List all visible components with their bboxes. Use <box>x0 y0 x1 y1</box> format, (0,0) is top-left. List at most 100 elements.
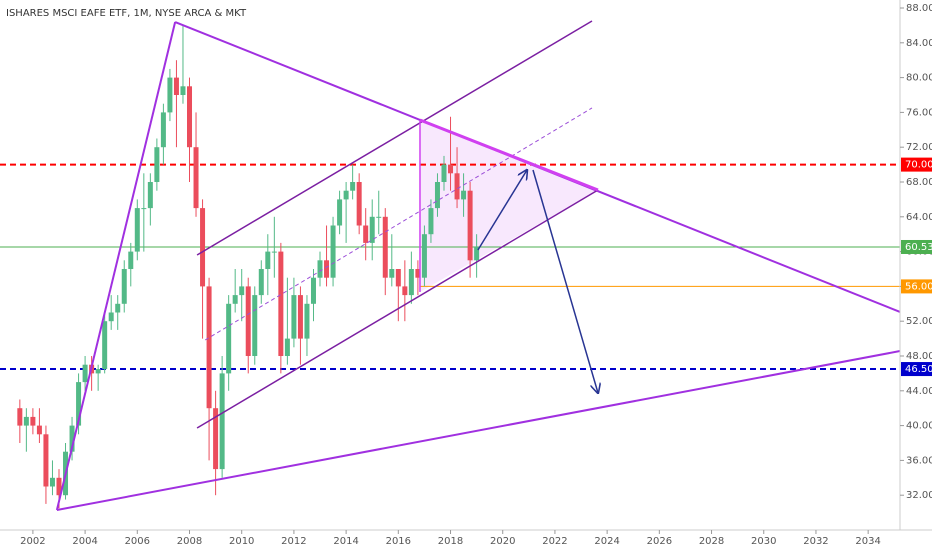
candle-body <box>363 225 369 243</box>
candle-body <box>389 269 395 278</box>
candle-body <box>76 382 82 426</box>
candle-body <box>265 251 271 270</box>
candle-body <box>467 190 473 261</box>
trend-line <box>204 107 593 341</box>
x-tick-label: 2032 <box>803 536 828 547</box>
candle-body <box>180 86 186 96</box>
candle-body <box>232 295 238 304</box>
candle-body <box>428 208 434 235</box>
candle-body <box>271 251 277 253</box>
candle-body <box>441 164 447 183</box>
candle-body <box>102 321 108 370</box>
candle-body <box>304 303 310 339</box>
x-tick-label: 2012 <box>281 536 306 547</box>
candle-body <box>147 182 153 209</box>
candle-body <box>56 477 62 496</box>
candle-body <box>49 477 55 487</box>
candle-body <box>291 295 297 339</box>
candle-body <box>415 269 421 278</box>
trend-line <box>196 189 599 429</box>
candle-body <box>43 434 49 487</box>
y-tick-label: 44.00 <box>906 386 932 397</box>
candle-body <box>324 260 330 278</box>
x-tick-label: 2008 <box>177 536 202 547</box>
y-tick-label: 36.00 <box>906 455 932 466</box>
candle-body <box>245 286 251 357</box>
candle-body <box>213 408 219 470</box>
candle-body <box>356 182 362 226</box>
candle-body <box>395 269 401 287</box>
y-tick-label: 84.00 <box>906 38 932 49</box>
candle-body <box>30 416 36 426</box>
trend-line <box>55 21 177 511</box>
candle-body <box>141 208 147 210</box>
candle-body <box>115 303 121 313</box>
y-tick-label: 88.00 <box>906 3 932 14</box>
candle-body <box>343 190 349 200</box>
candle-body <box>154 147 160 183</box>
y-tick-label: 52.00 <box>906 316 932 327</box>
candle-body <box>330 225 336 278</box>
x-tick-label: 2030 <box>751 536 776 547</box>
x-tick-label: 2034 <box>855 536 880 547</box>
y-tick-label: 64.00 <box>906 212 932 223</box>
y-tick-label: 76.00 <box>906 107 932 118</box>
candle-body <box>187 86 193 148</box>
x-tick-label: 2006 <box>125 536 150 547</box>
candle-body <box>108 312 114 322</box>
price-label-box <box>901 157 932 172</box>
candle-body <box>461 190 467 200</box>
candle-body <box>284 338 290 357</box>
candle-body <box>128 251 134 270</box>
y-tick-label: 40.00 <box>906 421 932 432</box>
candle-body <box>434 182 440 209</box>
candle-body <box>200 208 206 287</box>
arrow <box>532 169 598 393</box>
triangle-fill <box>420 120 598 292</box>
x-tick-label: 2018 <box>438 536 463 547</box>
axes: 32.0036.0040.0044.0048.0052.0056.0060.00… <box>20 3 932 547</box>
candle-body <box>258 269 264 296</box>
candle-body <box>448 164 454 174</box>
chart-title: ISHARES MSCI EAFE ETF, 1M, NYSE ARCA & M… <box>6 8 247 19</box>
candle-body <box>297 295 303 339</box>
candle-body <box>206 286 212 409</box>
candle-body <box>226 303 232 374</box>
x-tick-label: 2028 <box>699 536 724 547</box>
candle-body <box>219 373 225 470</box>
x-tick-label: 2022 <box>542 536 567 547</box>
price-label-box <box>901 362 932 377</box>
x-tick-label: 2004 <box>72 536 97 547</box>
candle-body <box>167 77 173 113</box>
x-tick-label: 2002 <box>20 536 45 547</box>
candle-body <box>239 286 245 296</box>
candle-body <box>382 216 388 278</box>
candle-body <box>278 251 284 357</box>
candle-body <box>402 286 408 296</box>
candle-body <box>350 182 356 191</box>
candle-body <box>173 77 179 96</box>
candle-body <box>193 147 199 209</box>
x-tick-label: 2026 <box>647 536 672 547</box>
candle-body <box>252 295 258 357</box>
x-tick-label: 2010 <box>229 536 254 547</box>
candle-body <box>17 408 23 426</box>
y-tick-label: 72.00 <box>906 142 932 153</box>
price-label: 46.50 <box>905 364 932 375</box>
price-label-box <box>901 279 932 294</box>
y-tick-label: 80.00 <box>906 73 932 84</box>
candle-body <box>23 416 29 426</box>
price-label: 70.00 <box>905 160 932 171</box>
candle-body <box>160 112 166 148</box>
candle-body <box>376 216 382 218</box>
arrow <box>477 170 527 251</box>
x-tick-label: 2024 <box>594 536 619 547</box>
y-tick-label: 48.00 <box>906 351 932 362</box>
candle-body <box>337 199 343 226</box>
price-label: 60.53 <box>905 242 932 253</box>
candle-body <box>369 216 375 243</box>
y-tick-label: 32.00 <box>906 490 932 501</box>
candle-body <box>121 269 127 304</box>
